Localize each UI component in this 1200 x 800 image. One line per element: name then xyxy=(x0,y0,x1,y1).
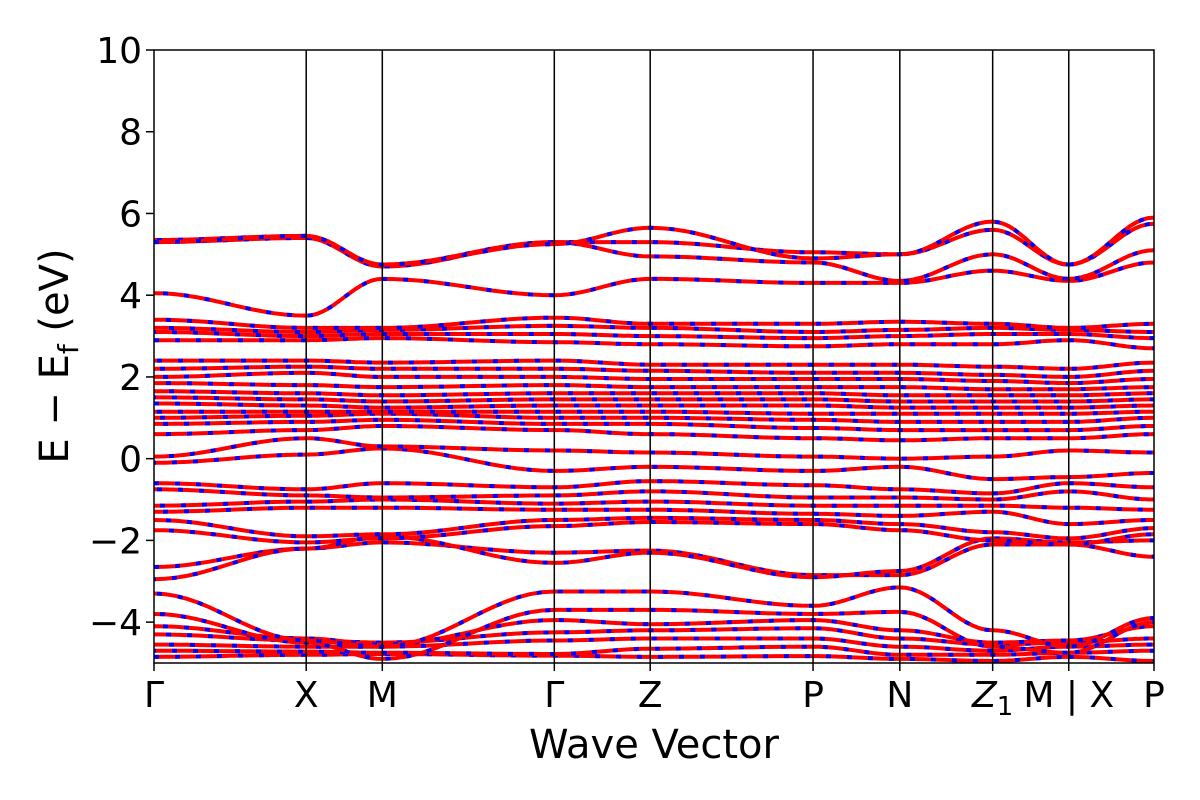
kpoint-label: Γ xyxy=(144,675,164,716)
band-4-spin-down xyxy=(154,618,1154,647)
kpoint-label: P xyxy=(802,675,824,716)
band-21-spin-down xyxy=(154,401,1154,410)
kpoint-label: X xyxy=(294,675,319,716)
y-axis-label-sub: f xyxy=(52,343,85,354)
band-6-spin-down xyxy=(154,585,1154,649)
y-tick-label: 4 xyxy=(119,276,142,317)
y-tick-label: 0 xyxy=(119,440,142,481)
band-32-spin-up xyxy=(154,260,1154,318)
band-34-spin-down xyxy=(154,221,1154,267)
y-tick-label: 10 xyxy=(96,31,142,72)
band-29-spin-down xyxy=(154,330,1154,341)
y-tick-label: 6 xyxy=(119,194,142,235)
kpoint-label: N xyxy=(886,675,913,716)
y-tick-label: −2 xyxy=(89,521,142,562)
band-1-spin-down xyxy=(154,644,1154,657)
kpoint-label: Γ xyxy=(544,675,564,716)
kpoint-label: Z xyxy=(638,675,663,716)
kpoint-lines xyxy=(305,50,1070,663)
band-15-spin-down xyxy=(154,446,1154,482)
band-20-spin-down xyxy=(154,409,1154,416)
band-26-spin-down xyxy=(154,364,1154,379)
band-12-spin-down xyxy=(154,497,1154,512)
band-22-spin-up xyxy=(154,395,1154,404)
band-33-spin-down xyxy=(154,236,1154,283)
band-22-spin-down xyxy=(154,395,1154,404)
bands-layer xyxy=(154,215,1154,663)
y-axis-label: E − Ef (eV) xyxy=(32,248,85,463)
y-tick-label: 8 xyxy=(119,113,142,154)
band-0-spin-down xyxy=(154,652,1154,663)
y-tick-label: −4 xyxy=(89,603,142,644)
band-5-spin-down xyxy=(154,607,1154,661)
y-axis: −4 −2 0 2 4 6 8 10 xyxy=(89,31,154,644)
band-32-spin-down xyxy=(154,260,1154,318)
x-axis-label: Wave Vector xyxy=(529,722,780,768)
band-28-spin-down xyxy=(154,336,1154,351)
kpoint-label: M xyxy=(367,675,398,716)
y-tick-label: 2 xyxy=(119,358,142,399)
band-19-spin-down xyxy=(154,411,1154,424)
plot-frame xyxy=(153,49,1155,664)
x-axis: Γ X M Γ Z P N Z1 M | X P xyxy=(144,663,1165,722)
band-7-spin-down xyxy=(154,540,1154,578)
kpoint-label: M | X xyxy=(1023,675,1114,716)
y-axis-label-unit: (eV) xyxy=(32,248,78,344)
kpoint-label: Z1 xyxy=(971,675,1013,722)
band-33-spin-up xyxy=(154,236,1154,283)
band-14-spin-down xyxy=(154,479,1154,496)
kpoint-label: P xyxy=(1143,675,1165,716)
band-24-spin-up xyxy=(154,381,1154,392)
y-axis-label-main: E − E xyxy=(32,354,78,464)
